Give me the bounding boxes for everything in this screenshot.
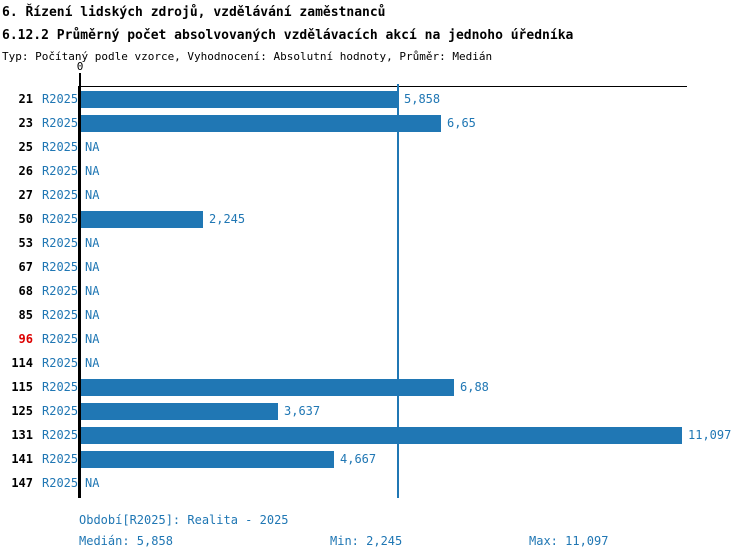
row-id-label: 23 bbox=[18, 116, 33, 130]
row-id-label: 25 bbox=[18, 140, 33, 154]
row-id-label: 27 bbox=[18, 188, 33, 202]
row-id-label: 53 bbox=[18, 236, 33, 250]
row-value-label: NA bbox=[85, 140, 100, 154]
row-id-label: 85 bbox=[18, 308, 33, 322]
row-id-label: 50 bbox=[18, 212, 33, 226]
row-value-label: 5,858 bbox=[404, 92, 441, 106]
row-id-label: 141 bbox=[11, 452, 33, 466]
footer-period-label: Období[R2025]: Realita - 2025 bbox=[79, 513, 289, 527]
row-value-label: NA bbox=[85, 332, 100, 346]
chart-row: 26 R2025 NA bbox=[0, 160, 750, 184]
row-id-label: 125 bbox=[11, 404, 33, 418]
plot-top-border bbox=[80, 86, 687, 87]
row-value-label: 2,245 bbox=[209, 212, 246, 226]
row-id-label: 147 bbox=[11, 476, 33, 490]
row-period-label: R2025 bbox=[42, 284, 79, 298]
row-value-label: NA bbox=[85, 308, 100, 322]
row-bar bbox=[81, 91, 398, 108]
row-id-label: 115 bbox=[11, 380, 33, 394]
chart-title-line1: 6. Řízení lidských zdrojů, vzdělávání za… bbox=[2, 5, 386, 20]
row-value-label: NA bbox=[85, 260, 100, 274]
row-id-label: 114 bbox=[11, 356, 33, 370]
row-period-label: R2025 bbox=[42, 236, 79, 250]
row-period-label: R2025 bbox=[42, 260, 79, 274]
row-value-label: 6,88 bbox=[460, 380, 489, 394]
chart-row: 27 R2025 NA bbox=[0, 184, 750, 208]
row-value-label: 4,667 bbox=[340, 452, 377, 466]
chart-row: 21 R2025 5,858 bbox=[0, 88, 750, 112]
row-period-label: R2025 bbox=[42, 212, 79, 226]
row-period-label: R2025 bbox=[42, 92, 79, 106]
chart-title-line2: 6.12.2 Průměrný počet absolvovaných vzdě… bbox=[2, 28, 574, 43]
row-period-label: R2025 bbox=[42, 116, 79, 130]
y-axis-line bbox=[78, 86, 81, 498]
axis-zero-tick bbox=[79, 73, 81, 86]
row-period-label: R2025 bbox=[42, 476, 79, 490]
row-bar bbox=[81, 379, 454, 396]
chart-row: 141 R2025 4,667 bbox=[0, 448, 750, 472]
row-period-label: R2025 bbox=[42, 428, 79, 442]
row-period-label: R2025 bbox=[42, 332, 79, 346]
row-bar bbox=[81, 427, 682, 444]
row-value-label: NA bbox=[85, 188, 100, 202]
row-id-label: 67 bbox=[18, 260, 33, 274]
chart-row: 85 R2025 NA bbox=[0, 304, 750, 328]
row-period-label: R2025 bbox=[42, 356, 79, 370]
row-value-label: 11,097 bbox=[688, 428, 732, 442]
chart-row: 114 R2025 NA bbox=[0, 352, 750, 376]
row-bar bbox=[81, 403, 278, 420]
row-value-label: NA bbox=[85, 356, 100, 370]
row-id-label: 68 bbox=[18, 284, 33, 298]
footer-max-label: Max: 11,097 bbox=[529, 534, 609, 548]
row-value-label: NA bbox=[85, 284, 100, 298]
chart-row: 25 R2025 NA bbox=[0, 136, 750, 160]
row-id-label: 26 bbox=[18, 164, 33, 178]
median-line bbox=[397, 84, 399, 498]
row-bar bbox=[81, 211, 203, 228]
chart-row: 147 R2025 NA bbox=[0, 472, 750, 496]
chart-row: 115 R2025 6,88 bbox=[0, 376, 750, 400]
footer-median-label: Medián: 5,858 bbox=[79, 534, 173, 548]
row-id-label: 96 bbox=[18, 332, 33, 346]
chart-row: 23 R2025 6,65 bbox=[0, 112, 750, 136]
row-id-label: 21 bbox=[18, 92, 33, 106]
axis-zero-label: 0 bbox=[76, 60, 84, 73]
row-period-label: R2025 bbox=[42, 380, 79, 394]
row-bar bbox=[81, 451, 334, 468]
row-period-label: R2025 bbox=[42, 308, 79, 322]
row-value-label: 3,637 bbox=[284, 404, 321, 418]
chart-row: 50 R2025 2,245 bbox=[0, 208, 750, 232]
row-value-label: NA bbox=[85, 236, 100, 250]
row-bar bbox=[81, 115, 441, 132]
row-period-label: R2025 bbox=[42, 452, 79, 466]
row-value-label: NA bbox=[85, 164, 100, 178]
row-period-label: R2025 bbox=[42, 164, 79, 178]
row-period-label: R2025 bbox=[42, 140, 79, 154]
row-value-label: 6,65 bbox=[447, 116, 476, 130]
chart-row: 125 R2025 3,637 bbox=[0, 400, 750, 424]
row-period-label: R2025 bbox=[42, 188, 79, 202]
row-period-label: R2025 bbox=[42, 404, 79, 418]
chart-row: 131 R2025 11,097 bbox=[0, 424, 750, 448]
row-id-label: 131 bbox=[11, 428, 33, 442]
footer-min-label: Min: 2,245 bbox=[330, 534, 403, 548]
chart-subtitle: Typ: Počítaný podle vzorce, Vyhodnocení:… bbox=[2, 50, 493, 63]
chart-row: 53 R2025 NA bbox=[0, 232, 750, 256]
chart-row: 68 R2025 NA bbox=[0, 280, 750, 304]
chart-row: 67 R2025 NA bbox=[0, 256, 750, 280]
chart-row: 96 R2025 NA bbox=[0, 328, 750, 352]
row-value-label: NA bbox=[85, 476, 100, 490]
